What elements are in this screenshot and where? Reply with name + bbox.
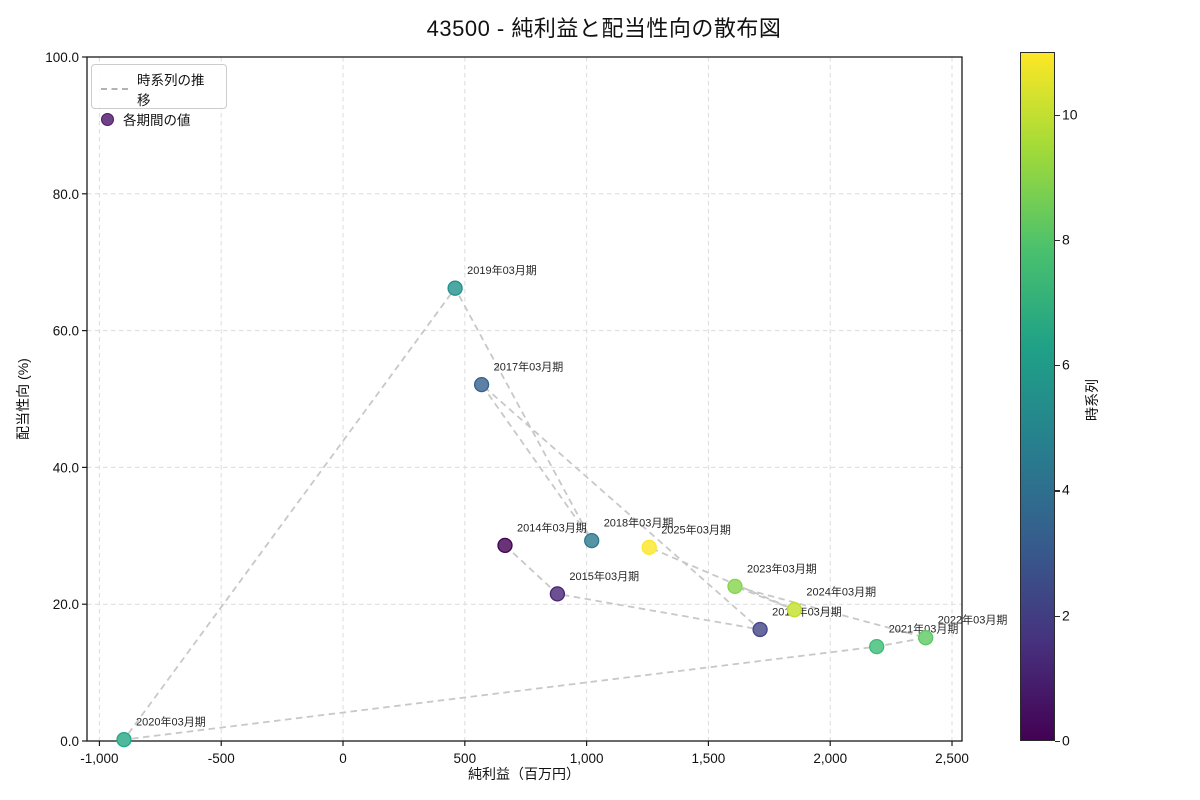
data-point	[497, 537, 513, 554]
x-tick-label: 2,500	[935, 751, 969, 766]
legend-label-trajectory: 時系列の推移	[137, 73, 205, 108]
x-tick-label: 500	[454, 751, 477, 766]
data-point-label: 2024年03月期	[806, 585, 876, 599]
colorbar-tick-label: 4	[1062, 482, 1070, 499]
data-point-label: 2017年03月期	[494, 360, 564, 374]
colorbar-tick-label: 8	[1062, 231, 1070, 248]
data-point	[752, 621, 768, 638]
colorbar-tick-mark	[1055, 239, 1060, 242]
x-tick-label: 1,000	[570, 751, 604, 766]
data-point	[918, 630, 934, 646]
axes-box	[86, 56, 963, 742]
y-tick-label: 60.0	[53, 324, 79, 339]
colorbar-tick-mark	[1055, 365, 1060, 367]
legend-label-period-values: 各期間の値	[123, 113, 191, 128]
colorbar	[1020, 52, 1055, 741]
colorbar-tick-mark	[1055, 615, 1060, 618]
x-tick-label: 0	[339, 751, 347, 766]
x-tick-label: -500	[208, 751, 235, 766]
y-tick-label: 40.0	[53, 460, 79, 475]
data-point-label: 2023年03月期	[747, 561, 817, 575]
data-point	[473, 376, 490, 393]
data-point-label: 2022年03月期	[938, 613, 1008, 627]
legend: 時系列の推移 各期間の値	[91, 64, 227, 128]
colorbar-tick-mark	[1055, 114, 1060, 116]
data-point-label: 2016年03月期	[772, 605, 842, 619]
data-point	[869, 638, 885, 655]
colorbar-tick-label: 6	[1062, 356, 1070, 373]
data-point-label: 2014年03月期	[517, 520, 587, 534]
y-tick-label: 80.0	[53, 187, 79, 202]
colorbar-tick-mark	[1055, 490, 1060, 492]
data-point	[116, 731, 132, 748]
data-point	[641, 539, 657, 556]
dot-swatch	[101, 112, 114, 126]
x-tick-label: -1,000	[80, 751, 118, 766]
data-point	[727, 578, 743, 595]
trajectory-line	[122, 286, 926, 741]
data-point-label: 2021年03月期	[889, 622, 959, 636]
y-tick-label: 0.0	[60, 734, 79, 749]
y-tick-label: 20.0	[53, 597, 79, 612]
data-point-label: 2025年03月期	[661, 522, 731, 536]
colorbar-tick-label: 2	[1062, 607, 1070, 624]
data-point	[584, 532, 600, 549]
x-axis-label: 純利益（百万円）	[468, 766, 580, 782]
colorbar-tick-label: 10	[1062, 106, 1078, 123]
colorbar-tick-label: 0	[1062, 732, 1070, 749]
data-point	[447, 280, 463, 296]
data-point-label: 2018年03月期	[604, 516, 674, 530]
y-tick-label: 100.0	[45, 50, 79, 65]
data-point	[549, 586, 566, 602]
x-tick-label: 1,500	[692, 751, 726, 766]
legend-item-period-values: 各期間の値	[101, 109, 217, 129]
dashed-line-swatch	[101, 88, 128, 90]
colorbar-label: 時系列	[1084, 379, 1100, 421]
legend-item-trajectory: 時系列の推移	[101, 69, 217, 109]
data-point	[786, 602, 803, 618]
x-tick-label: 2,000	[813, 751, 847, 766]
colorbar-tick-mark	[1055, 741, 1060, 743]
y-axis-label: 配当性向 (%)	[15, 358, 31, 440]
data-point-label: 2020年03月期	[136, 715, 206, 729]
data-point-label: 2019年03月期	[467, 263, 537, 277]
chart-title: 43500 - 純利益と配当性向の散布図	[426, 16, 782, 41]
data-point-label: 2015年03月期	[569, 569, 639, 583]
